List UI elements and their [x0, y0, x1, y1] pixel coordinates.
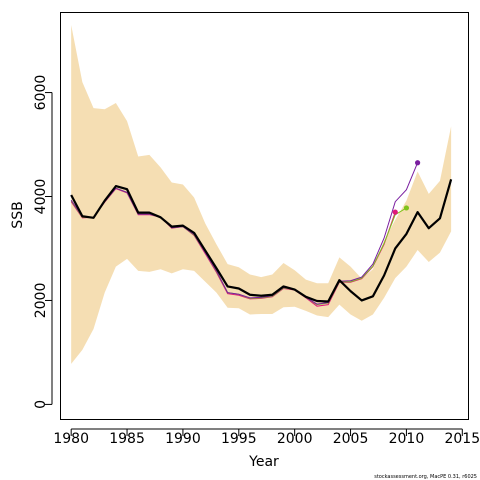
- y-axis: 0 2000 4000 6000: [33, 75, 53, 409]
- y-tick-label: 6000: [33, 75, 49, 111]
- y-tick-label: 2000: [33, 283, 49, 319]
- y-tick-label: 4000: [33, 179, 49, 215]
- estimate-line: [70, 179, 453, 303]
- x-axis: 1980 1985 1990 1995 2000 2005 2010 2015: [53, 428, 480, 447]
- x-tick-label: 1990: [165, 431, 201, 447]
- retro-endpoint-1: [392, 209, 398, 215]
- x-tick-label: 2015: [444, 431, 480, 447]
- x-tick-label: 1995: [221, 431, 257, 447]
- x-tick-label: 1985: [109, 431, 145, 447]
- credit-text: stockassessment.org, MacPE 0.31, r6025: [374, 474, 477, 480]
- retro-endpoint-3: [415, 160, 421, 166]
- x-tick-label: 1980: [53, 431, 89, 447]
- x-axis-title: Year: [248, 454, 279, 470]
- plot-area: [60, 12, 469, 420]
- retro-endpoint-2: [403, 205, 410, 211]
- retro-line-3: [70, 162, 419, 305]
- y-tick-label: 0: [33, 400, 49, 409]
- x-tick-label: 2000: [277, 431, 313, 447]
- endpoint-layer: [392, 160, 421, 215]
- series-layer: [70, 162, 453, 307]
- plot-frame: [60, 12, 469, 420]
- x-tick-label: 2005: [333, 431, 369, 447]
- y-axis-title: SSB: [10, 201, 26, 228]
- x-tick-label: 2010: [389, 431, 425, 447]
